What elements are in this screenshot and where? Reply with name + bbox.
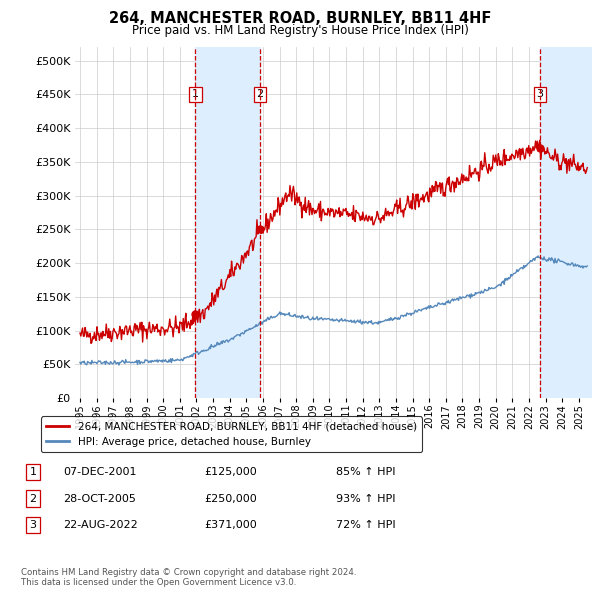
Text: 2: 2	[29, 494, 37, 503]
Text: 2: 2	[257, 90, 263, 100]
Text: 3: 3	[29, 520, 37, 530]
Text: £250,000: £250,000	[204, 494, 257, 503]
Text: £125,000: £125,000	[204, 467, 257, 477]
Text: 72% ↑ HPI: 72% ↑ HPI	[336, 520, 395, 530]
Text: 28-OCT-2005: 28-OCT-2005	[63, 494, 136, 503]
Text: 1: 1	[29, 467, 37, 477]
Text: 3: 3	[536, 90, 544, 100]
Text: 264, MANCHESTER ROAD, BURNLEY, BB11 4HF: 264, MANCHESTER ROAD, BURNLEY, BB11 4HF	[109, 11, 491, 25]
Text: Price paid vs. HM Land Registry's House Price Index (HPI): Price paid vs. HM Land Registry's House …	[131, 24, 469, 37]
Bar	[540, 47, 592, 398]
Legend: 264, MANCHESTER ROAD, BURNLEY, BB11 4HF (detached house), HPI: Average price, de: 264, MANCHESTER ROAD, BURNLEY, BB11 4HF …	[41, 417, 422, 452]
Text: 93% ↑ HPI: 93% ↑ HPI	[336, 494, 395, 503]
Text: £371,000: £371,000	[204, 520, 257, 530]
Text: 1: 1	[192, 90, 199, 100]
Text: 07-DEC-2001: 07-DEC-2001	[63, 467, 137, 477]
Text: Contains HM Land Registry data © Crown copyright and database right 2024.
This d: Contains HM Land Registry data © Crown c…	[21, 568, 356, 587]
Text: 85% ↑ HPI: 85% ↑ HPI	[336, 467, 395, 477]
Text: 22-AUG-2022: 22-AUG-2022	[63, 520, 138, 530]
Bar	[195, 47, 260, 398]
